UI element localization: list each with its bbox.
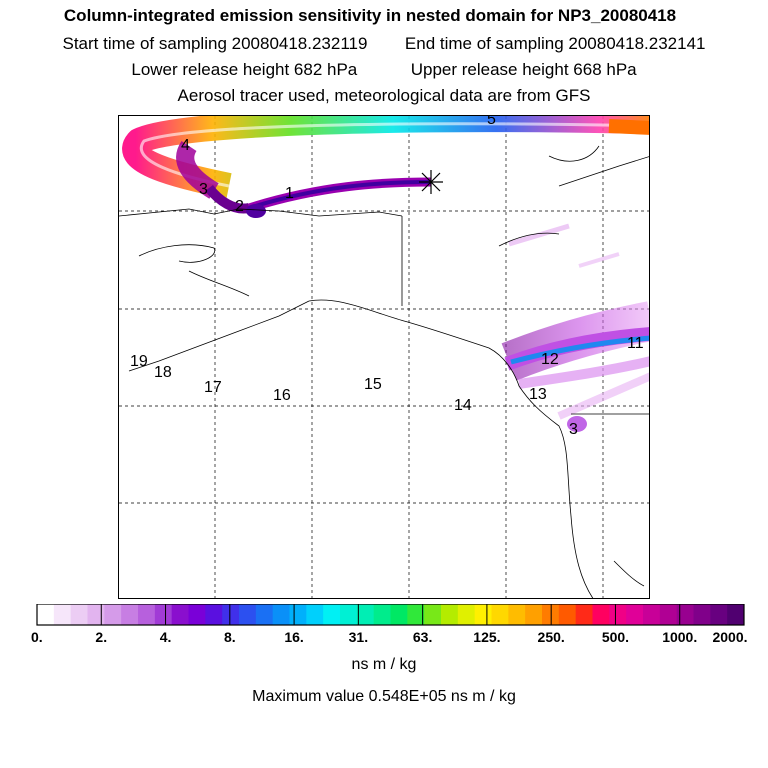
day-label: 14 xyxy=(454,397,472,414)
colorbar-canvas: 0. 2. 4. 8. 16. 31. 63. 125. 250. 500. 1000. 2000. xyxy=(31,603,748,645)
colorbar-cell xyxy=(727,604,745,625)
tracer-info-label: Aerosol tracer used, meteorological data… xyxy=(177,86,591,105)
colorbar-cell xyxy=(289,604,307,625)
colorbar-tick-label: 8. xyxy=(224,629,236,644)
colorbar-cell xyxy=(592,604,610,625)
start-time-label: Start time of sampling 20080418.232119 xyxy=(62,34,368,53)
day-label: 16 xyxy=(273,387,291,404)
day-label: 5 xyxy=(487,116,496,128)
day-label: 2 xyxy=(235,198,244,215)
colorbar-cell xyxy=(70,604,88,625)
colorbar-cell xyxy=(424,604,442,625)
colorbar-cell xyxy=(441,604,459,625)
release-heights-row: Lower release height 682 hPa Upper relea… xyxy=(0,60,768,80)
colorbar-cell xyxy=(710,604,728,625)
colorbar-cell xyxy=(138,604,156,625)
colorbar-cell xyxy=(239,604,257,625)
upper-height-label: Upper release height 668 hPa xyxy=(410,60,637,79)
lat-lon-grid xyxy=(119,116,649,598)
day-label: 19 xyxy=(130,353,148,370)
sampling-times-row: Start time of sampling 20080418.232119 E… xyxy=(0,34,768,54)
colorbar-cell xyxy=(373,604,391,625)
lower-height-label: Lower release height 682 hPa xyxy=(131,60,358,79)
colorbar-tick-label: 16. xyxy=(284,629,303,644)
day-label: 3 xyxy=(199,181,208,198)
colorbar-cell xyxy=(340,604,358,625)
colorbar-tick-label: 250. xyxy=(538,629,565,644)
colorbar-cell xyxy=(323,604,341,625)
colorbar-cell xyxy=(121,604,139,625)
release-point-marker xyxy=(419,170,443,194)
day-label: 4 xyxy=(181,137,190,154)
day-label: 11 xyxy=(627,335,644,352)
colorbar-cell xyxy=(188,604,206,625)
colorbar-cell xyxy=(609,604,627,625)
colorbar-cells xyxy=(37,604,745,625)
max-value-label: Maximum value 0.548E+05 ns m / kg xyxy=(252,688,516,705)
colorbar: 0. 2. 4. 8. 16. 31. 63. 125. 250. 500. 1000. 2000. xyxy=(0,603,768,645)
colorbar-cell xyxy=(205,604,223,625)
plume-east xyxy=(501,301,649,432)
colorbar-cell xyxy=(643,604,661,625)
colorbar-cell xyxy=(306,604,324,625)
colorbar-cell xyxy=(255,604,274,625)
coastlines xyxy=(119,145,649,598)
colorbar-cell xyxy=(542,604,560,625)
day-labels: 1 2 3 4 5 11 12 13 14 15 16 17 18 19 3 xyxy=(130,116,644,438)
sensitivity-map: 1 2 3 4 5 11 12 13 14 15 16 17 18 19 3 xyxy=(118,115,650,599)
plot-title: Column-integrated emission sensitivity i… xyxy=(63,6,677,25)
colorbar-cell xyxy=(575,604,593,625)
colorbar-tick-label: 63. xyxy=(413,629,432,644)
end-time-label: End time of sampling 20080418.232141 xyxy=(404,34,706,53)
day-label: 15 xyxy=(364,376,382,393)
colorbar-cell xyxy=(525,604,543,625)
colorbar-cell xyxy=(474,604,492,625)
faint-plumes xyxy=(508,223,620,268)
colorbar-cell xyxy=(508,604,526,625)
plume-arc xyxy=(122,116,649,199)
colorbar-tick-label: 125. xyxy=(473,629,500,644)
day-label: 1 xyxy=(285,185,294,202)
colorbar-cell xyxy=(222,604,240,625)
colorbar-cell xyxy=(171,604,189,625)
colorbar-tick-label: 2000. xyxy=(712,629,747,644)
day-label: 17 xyxy=(204,379,222,396)
colorbar-cell xyxy=(53,604,72,625)
colorbar-cell xyxy=(693,604,711,625)
colorbar-tick-label: 4. xyxy=(160,629,172,644)
colorbar-tick-label: 1000. xyxy=(662,629,697,644)
colorbar-cell xyxy=(104,604,122,625)
colorbar-tick-label: 500. xyxy=(602,629,629,644)
day-label: 18 xyxy=(154,364,172,381)
plume-ribbon xyxy=(205,177,432,218)
colorbar-cell xyxy=(272,604,290,625)
colorbar-unit-label: ns m / kg xyxy=(351,656,417,673)
colorbar-cell xyxy=(659,604,678,625)
colorbar-cell xyxy=(676,604,694,625)
colorbar-cell xyxy=(356,604,375,625)
map-canvas: 1 2 3 4 5 11 12 13 14 15 16 17 18 19 3 xyxy=(119,116,649,598)
colorbar-cell xyxy=(390,604,408,625)
colorbar-cell xyxy=(491,604,509,625)
colorbar-cell xyxy=(558,604,577,625)
colorbar-tick-label: 0. xyxy=(31,629,43,644)
day-label: 12 xyxy=(541,351,559,368)
colorbar-cell xyxy=(457,604,476,625)
colorbar-cell xyxy=(87,604,105,625)
colorbar-tick-label: 2. xyxy=(95,629,107,644)
colorbar-cell xyxy=(37,604,55,625)
colorbar-ticks: 0. 2. 4. 8. 16. 31. 63. 125. 250. 500. 1000. 2000. xyxy=(31,604,748,645)
colorbar-cell xyxy=(407,604,425,625)
colorbar-cell xyxy=(626,604,644,625)
day-label: 13 xyxy=(529,386,547,403)
day-label: 3 xyxy=(569,421,578,438)
colorbar-tick-label: 31. xyxy=(349,629,368,644)
colorbar-cell xyxy=(154,604,173,625)
